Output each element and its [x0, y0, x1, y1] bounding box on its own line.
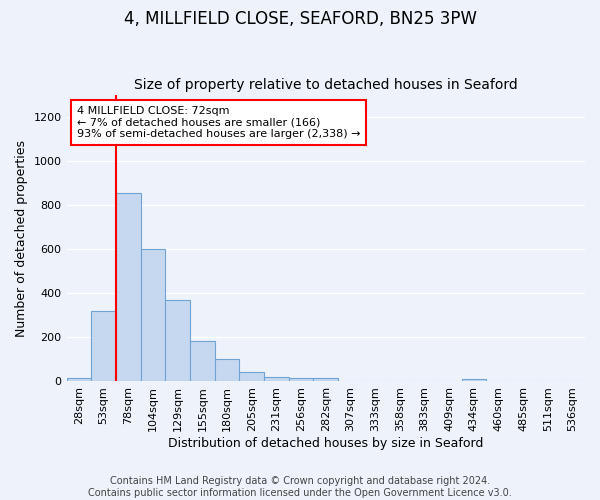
- Bar: [215, 360, 239, 382]
- Text: 4 MILLFIELD CLOSE: 72sqm
← 7% of detached houses are smaller (166)
93% of semi-d: 4 MILLFIELD CLOSE: 72sqm ← 7% of detache…: [77, 106, 361, 139]
- Text: 4, MILLFIELD CLOSE, SEAFORD, BN25 3PW: 4, MILLFIELD CLOSE, SEAFORD, BN25 3PW: [124, 10, 476, 28]
- Title: Size of property relative to detached houses in Seaford: Size of property relative to detached ho…: [134, 78, 518, 92]
- Bar: [239, 372, 264, 382]
- Bar: [289, 378, 313, 382]
- Bar: [190, 340, 215, 382]
- X-axis label: Distribution of detached houses by size in Seaford: Distribution of detached houses by size …: [168, 437, 484, 450]
- Bar: [313, 378, 338, 382]
- Y-axis label: Number of detached properties: Number of detached properties: [15, 140, 28, 336]
- Bar: [67, 378, 91, 382]
- Bar: [165, 300, 190, 382]
- Bar: [116, 193, 140, 382]
- Bar: [461, 380, 486, 382]
- Text: Contains HM Land Registry data © Crown copyright and database right 2024.
Contai: Contains HM Land Registry data © Crown c…: [88, 476, 512, 498]
- Bar: [140, 249, 165, 382]
- Bar: [264, 377, 289, 382]
- Bar: [91, 311, 116, 382]
